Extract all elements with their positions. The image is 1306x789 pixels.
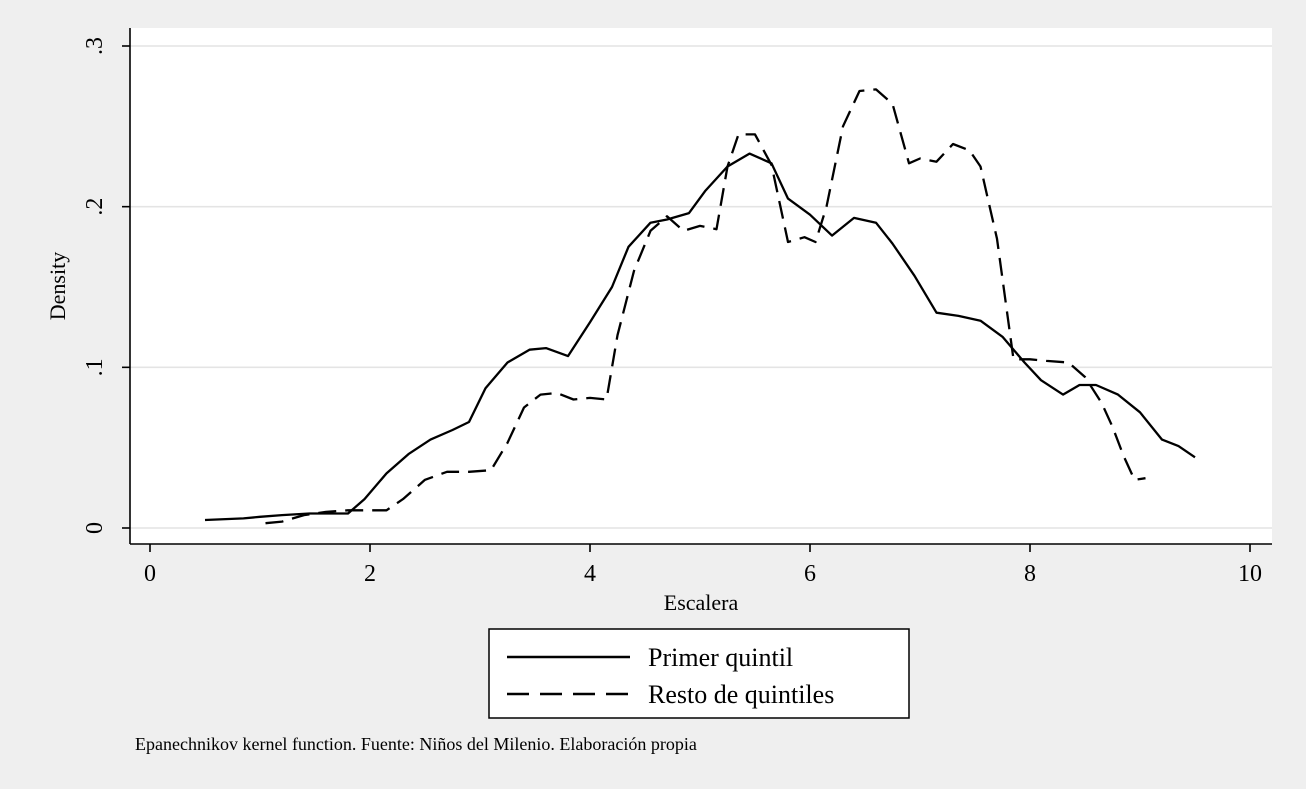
y-axis-title: Density: [45, 252, 70, 320]
x-tick-label-3: 6: [804, 561, 816, 587]
chart-note: Epanechnikov kernel function. Fuente: Ni…: [135, 734, 697, 754]
legend: Primer quintil Resto de quintiles: [488, 628, 910, 719]
x-tick-label-0: 0: [144, 561, 156, 587]
series-lines: [204, 88, 1196, 525]
x-tick-label-4: 8: [1024, 561, 1036, 587]
plot-area: [130, 28, 1272, 544]
legend-label-primer-quintil: Primer quintil: [648, 643, 793, 672]
series-line-primer-quintil: [204, 152, 1196, 522]
y-tick-label-2: .2: [82, 198, 108, 216]
x-axis-title: Escalera: [664, 590, 739, 615]
y-tick-label-3: .3: [82, 37, 108, 55]
y-tick-label-0: 0: [82, 522, 108, 534]
series-line-resto-de-quintiles: [265, 88, 1146, 525]
legend-box: [488, 628, 910, 719]
x-tick-label-5: 10: [1238, 561, 1262, 587]
y-tick-label-1: .1: [82, 358, 108, 376]
y-axis-ticks: 0 .1 .2 .3: [82, 37, 130, 534]
grid-lines: [130, 45, 1272, 529]
x-tick-label-1: 2: [364, 561, 376, 587]
legend-label-resto-de-quintiles: Resto de quintiles: [648, 680, 834, 709]
x-axis-ticks: 0 2 4 6 8 10: [144, 544, 1262, 587]
x-tick-label-2: 4: [584, 561, 596, 587]
